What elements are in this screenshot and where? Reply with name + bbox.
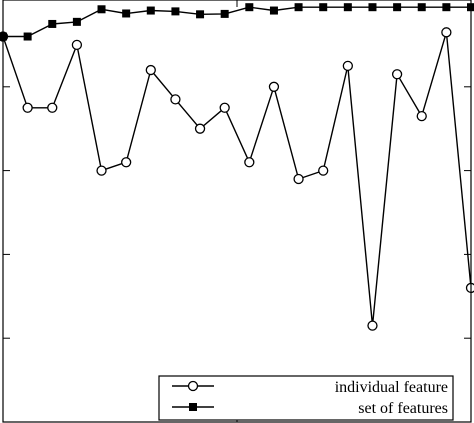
- data-point-set-of-features-6: [122, 9, 131, 18]
- data-point-individual-feature-12: [268, 81, 280, 92]
- data-point-individual-feature-3: [47, 102, 58, 113]
- data-point-set-of-features-16: [368, 3, 377, 12]
- data-point-individual-feature-7: [145, 64, 156, 76]
- data-point-set-of-features-13: [294, 3, 303, 12]
- data-point-individual-feature-6: [121, 157, 132, 168]
- legend-box: [158, 375, 454, 421]
- data-point-set-of-features-10: [220, 9, 229, 18]
- data-point-set-of-features-5: [97, 5, 106, 14]
- data-point-individual-feature-17: [391, 69, 403, 80]
- legend-label-individual-feature: individual feature: [335, 379, 448, 396]
- series-line-set-of-features: [3, 6, 471, 38]
- data-point-individual-feature-13: [293, 173, 304, 185]
- axis-ticks: [3, 0, 471, 422]
- data-point-set-of-features-9: [196, 10, 205, 19]
- data-point-set-of-features-15: [343, 3, 352, 12]
- data-point-individual-feature-15: [342, 60, 353, 71]
- data-point-individual-feature-11: [244, 157, 255, 168]
- data-point-set-of-features-2: [23, 32, 32, 41]
- data-point-set-of-features-3: [48, 19, 57, 28]
- data-point-set-of-features-17: [393, 3, 402, 12]
- data-point-individual-feature-19: [441, 27, 452, 38]
- data-point-set-of-features-7: [146, 6, 155, 15]
- data-point-individual-feature-18: [416, 110, 427, 122]
- series-line-individual-feature: [2, 31, 472, 327]
- series-layer: [0, 3, 474, 331]
- data-point-set-of-features-4: [72, 17, 81, 26]
- legend-marker-open-circle: [187, 380, 199, 392]
- legend-label-set-of-features: set of features: [358, 400, 448, 417]
- data-point-set-of-features-18: [417, 3, 426, 12]
- data-point-individual-feature-10: [219, 102, 230, 113]
- data-point-individual-feature-9: [194, 123, 206, 134]
- data-point-individual-feature-2: [22, 102, 33, 113]
- data-point-set-of-features-19: [442, 3, 451, 12]
- data-point-set-of-features-8: [171, 7, 180, 16]
- legend: individual feature set of features: [158, 375, 454, 421]
- data-point-individual-feature-14: [318, 165, 329, 176]
- data-point-individual-feature-20: [465, 282, 474, 294]
- data-point-set-of-features-11: [245, 3, 254, 12]
- data-point-individual-feature-4: [71, 39, 83, 51]
- data-point-individual-feature-16: [367, 320, 378, 331]
- data-point-individual-feature-8: [170, 94, 181, 105]
- legend-marker-filled-square: [189, 403, 197, 411]
- data-point-individual-feature-5: [96, 165, 107, 176]
- data-point-set-of-features-12: [269, 6, 278, 15]
- data-point-set-of-features-14: [319, 3, 328, 12]
